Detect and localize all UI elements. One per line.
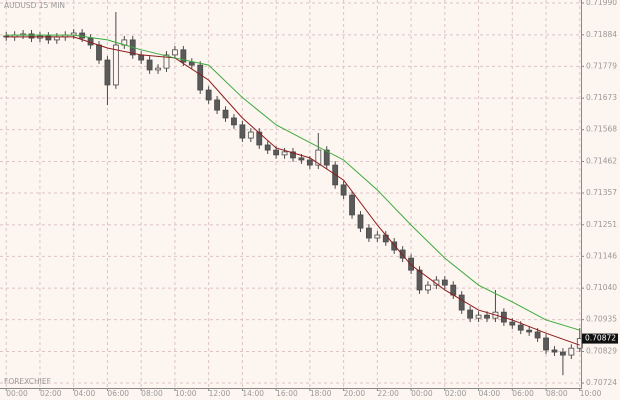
- x-tick-label: 18:00: [310, 389, 332, 398]
- candle-body: [568, 347, 575, 356]
- candle-body: [475, 314, 482, 319]
- x-tick-label: 22:00: [377, 389, 399, 398]
- x-tick-label: 08:00: [546, 389, 568, 398]
- candle-body: [543, 337, 549, 351]
- y-tick-label: 0.71884: [586, 30, 617, 39]
- y-tick-label: 0.70935: [586, 315, 617, 324]
- candle-body: [264, 144, 271, 151]
- x-tick-label: 06:00: [107, 389, 129, 398]
- candle-body: [399, 249, 406, 259]
- x-tick-label: 16:00: [276, 389, 298, 398]
- candle-body: [433, 279, 440, 286]
- y-tick-label: 0.71990: [586, 0, 617, 7]
- moving-average: [6, 36, 580, 346]
- candle-body: [104, 59, 111, 86]
- last-price-label: 0.70872: [585, 334, 616, 343]
- candle-body: [382, 234, 389, 243]
- candle-body: [290, 151, 296, 159]
- x-tick-label: 08:00: [141, 389, 163, 398]
- candle-body: [551, 349, 558, 353]
- y-tick-label: 0.70829: [586, 346, 617, 355]
- candle-body: [517, 324, 524, 331]
- candle-body: [298, 157, 305, 161]
- candle-body: [281, 151, 288, 156]
- y-tick-label: 0.71673: [586, 93, 617, 102]
- y-tick-label: 0.70724: [586, 378, 617, 387]
- candle-body: [458, 294, 465, 311]
- candle-body: [484, 314, 490, 319]
- candle-body: [155, 67, 161, 71]
- candle-body: [374, 234, 381, 239]
- candle-body: [560, 351, 566, 356]
- y-tick-label: 0.71462: [586, 156, 617, 165]
- watermark: FOREXCHIEF: [4, 377, 51, 386]
- candle-body: [231, 117, 237, 126]
- x-tick-label: 10:00: [580, 389, 602, 398]
- candle-body: [188, 61, 195, 66]
- y-tick-label: 0.71251: [586, 220, 617, 229]
- x-tick-label: 10:00: [175, 389, 197, 398]
- candle-body: [349, 194, 355, 216]
- labels: 0.71990 0.71884 0.71779 0.71673 0.71568 0.714…: [5, 0, 618, 398]
- candle-body: [357, 214, 364, 229]
- x-tick-label: 02:00: [40, 389, 62, 398]
- candle-body: [163, 54, 170, 69]
- y-tick-label: 0.71146: [586, 251, 617, 260]
- x-tick-label: 14:00: [242, 389, 264, 398]
- x-tick-label: 12:00: [209, 389, 231, 398]
- candle-body: [416, 269, 423, 291]
- candle-body: [180, 49, 187, 63]
- candle-body: [138, 54, 145, 61]
- candle-body: [408, 257, 414, 271]
- candle-body: [205, 89, 212, 101]
- x-tick-label: 02:00: [445, 389, 467, 398]
- y-tick-label: 0.71040: [586, 283, 617, 292]
- candle-body: [222, 109, 229, 119]
- candle-body: [467, 309, 474, 319]
- y-tick-label: 0.71568: [586, 125, 617, 134]
- x-tick-label: 04:00: [74, 389, 96, 398]
- candle-body: [340, 184, 347, 196]
- candle-body: [306, 159, 313, 166]
- y-tick-label: 0.71357: [586, 188, 617, 197]
- candle-body: [315, 149, 322, 166]
- candle-body: [239, 124, 246, 139]
- x-tick-label: 20:00: [344, 389, 366, 398]
- moving-average: [6, 34, 580, 331]
- candle-body: [146, 59, 153, 71]
- candle-body: [214, 99, 220, 111]
- candle-body: [323, 149, 330, 166]
- candle-body: [391, 241, 398, 251]
- candle-body: [526, 329, 533, 333]
- candle-body: [256, 131, 263, 146]
- candle-body: [112, 44, 119, 86]
- candle-body: [425, 284, 431, 291]
- candle-body: [366, 227, 372, 239]
- last-price-box: [582, 333, 618, 344]
- y-tick-label: 0.71779: [586, 61, 617, 70]
- candle-body: [247, 131, 254, 139]
- candle-body: [45, 35, 52, 41]
- candle-body: [96, 44, 102, 61]
- candle-body: [273, 149, 280, 156]
- candle-body: [28, 33, 35, 39]
- x-tick-label: 04:00: [479, 389, 501, 398]
- candle-body: [441, 279, 448, 286]
- candle-body: [172, 49, 178, 56]
- candle-body: [509, 321, 516, 326]
- x-tick-label: 06:00: [512, 389, 534, 398]
- chart-title: AUDUSD 15 MIN: [4, 1, 65, 10]
- x-tick-label: 00:00: [411, 389, 433, 398]
- x-tick-label: 00:00: [6, 389, 28, 398]
- grid: [0, 0, 581, 388]
- plot: [3, 12, 583, 376]
- candle-body: [534, 331, 541, 339]
- candle-body: [197, 64, 204, 91]
